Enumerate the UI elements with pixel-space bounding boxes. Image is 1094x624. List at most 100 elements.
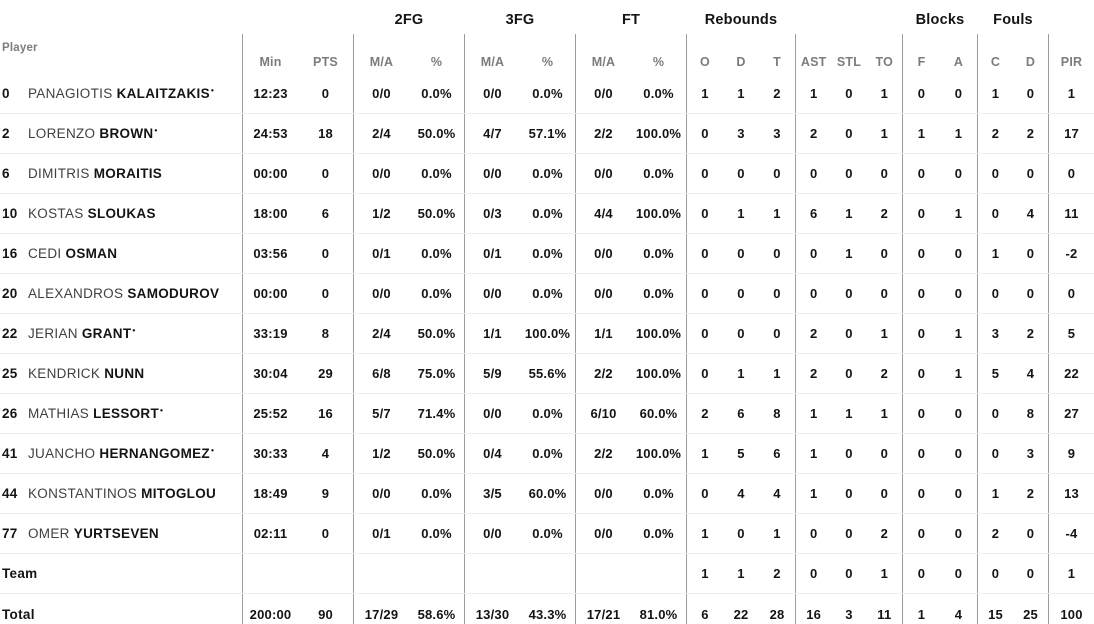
player-row: 44 KONSTANTINOS MITOGLOU 18:49 9 0/0 0.0… [0, 474, 1094, 514]
points-cell: 16 [318, 406, 333, 421]
tot-reb-cell: 2 [773, 566, 781, 581]
def-reb-cell: 1 [737, 366, 745, 381]
off-reb-cell: 0 [701, 286, 709, 301]
blocks-for-cell: 0 [917, 286, 926, 301]
fg2-pct-cell: 50.0% [417, 326, 456, 341]
group-spacer-pir [1048, 0, 1094, 34]
fg2-pct-cell: 50.0% [417, 206, 456, 221]
player-row: 20 ALEXANDROS SAMODUROV 00:00 0 0/0 0.0%… [0, 274, 1094, 314]
blocks-for-cell: 0 [917, 406, 926, 421]
fg2-ma-cell: 2/4 [372, 326, 391, 341]
ft-pct-cell: 0.0% [643, 86, 674, 101]
column-header-3fg-pct: % [541, 55, 554, 69]
column-header-min: Min [259, 55, 282, 69]
minutes-cell: 25:52 [253, 406, 288, 421]
fg2-pct-cell: 50.0% [417, 126, 456, 141]
player-row: 26 MATHIAS LESSORT• 25:52 16 5/7 71.4% 0… [0, 394, 1094, 434]
ft-pct-cell: 0.0% [643, 526, 674, 541]
blocks-for-cell: 0 [917, 486, 926, 501]
blocks-against-cell: 1 [954, 126, 963, 141]
fg3-pct-cell: 57.1% [528, 126, 567, 141]
points-cell: 0 [321, 246, 330, 261]
steals-cell: 1 [845, 246, 853, 261]
def-reb-cell: 0 [737, 246, 745, 261]
jersey-number: 22 [2, 326, 18, 341]
def-reb-cell: 0 [737, 166, 745, 181]
off-reb-cell: 2 [701, 406, 709, 421]
steals-cell: 1 [845, 206, 853, 221]
minutes-cell: 200:00 [249, 606, 292, 622]
ft-pct-cell: 0.0% [643, 166, 674, 181]
starter-mark: • [210, 445, 215, 455]
turnovers-cell: 1 [880, 326, 889, 341]
fg3-ma-cell: 1/1 [483, 326, 502, 341]
fg3-pct-cell: 0.0% [532, 286, 563, 301]
points-cell: 0 [321, 166, 330, 181]
jersey-number: 26 [2, 406, 18, 421]
off-reb-cell: 1 [701, 566, 709, 581]
fg2-pct-cell: 0.0% [421, 86, 452, 101]
pir-cell: 0 [1067, 286, 1076, 301]
fg2-pct-cell: 0.0% [421, 486, 452, 501]
turnovers-cell: 1 [880, 86, 889, 101]
tot-reb-cell: 6 [773, 446, 781, 461]
points-cell: 6 [321, 206, 330, 221]
def-reb-cell: 1 [737, 566, 745, 581]
turnovers-cell: 1 [880, 126, 889, 141]
blocks-for-cell: 0 [917, 566, 926, 581]
def-reb-cell: 1 [737, 206, 745, 221]
blocks-for-cell: 0 [917, 326, 926, 341]
blocks-against-cell: 0 [954, 246, 963, 261]
def-reb-cell: 0 [737, 326, 745, 341]
tot-reb-cell: 4 [773, 486, 781, 501]
fg3-pct-cell: 0.0% [532, 166, 563, 181]
fg3-ma-cell: 0/0 [483, 166, 502, 181]
group-header-blocks: Blocks [915, 12, 965, 28]
player-row: 22 JERIAN GRANT• 33:19 8 2/4 50.0% 1/1 1… [0, 314, 1094, 354]
column-header-reb-o: O [700, 55, 710, 69]
column-header-to: TO [875, 55, 894, 69]
player-name: KOSTAS SLOUKAS [28, 206, 156, 221]
fouls-drawn-cell: 4 [1026, 366, 1035, 381]
fouls-drawn-cell: 8 [1026, 406, 1035, 421]
off-reb-cell: 0 [701, 486, 709, 501]
points-cell: 29 [318, 366, 333, 381]
blocks-for-cell: 1 [917, 606, 926, 622]
fouls-committed-cell: 15 [988, 606, 1003, 622]
tot-reb-cell: 8 [773, 406, 781, 421]
fg3-pct-cell: 0.0% [532, 206, 563, 221]
jersey-number: 10 [2, 206, 18, 221]
turnovers-cell: 1 [880, 406, 889, 421]
fg2-pct-cell: 71.4% [417, 406, 456, 421]
ft-ma-cell: 0/0 [594, 286, 613, 301]
steals-cell: 0 [845, 286, 853, 301]
def-reb-cell: 0 [737, 526, 745, 541]
pir-cell: 9 [1067, 446, 1076, 461]
ft-ma-cell: 17/21 [586, 606, 621, 622]
def-reb-cell: 4 [737, 486, 745, 501]
ft-ma-cell: 0/0 [594, 246, 613, 261]
assists-cell: 1 [809, 406, 818, 421]
fg2-ma-cell: 0/1 [372, 526, 391, 541]
turnovers-cell: 2 [880, 206, 889, 221]
fg2-pct-cell: 0.0% [421, 526, 452, 541]
points-cell: 90 [318, 606, 333, 622]
assists-cell: 1 [809, 446, 818, 461]
fg2-pct-cell: 75.0% [417, 366, 456, 381]
fg3-ma-cell: 13/30 [475, 606, 510, 622]
steals-cell: 0 [845, 446, 853, 461]
off-reb-cell: 0 [701, 366, 709, 381]
column-header-3fg-ma: M/A [480, 55, 505, 69]
pir-cell: -2 [1065, 246, 1078, 261]
fouls-drawn-cell: 0 [1026, 246, 1035, 261]
tot-reb-cell: 1 [773, 206, 781, 221]
jersey-number: 77 [2, 526, 18, 541]
fouls-committed-cell: 5 [991, 366, 1000, 381]
player-name: Total [2, 606, 35, 622]
blocks-for-cell: 1 [917, 126, 926, 141]
player-name: JUANCHO HERNANGOMEZ• [28, 445, 215, 461]
fouls-committed-cell: 0 [991, 166, 1000, 181]
player-name: LORENZO BROWN• [28, 125, 158, 141]
column-header-pts: PTS [313, 55, 338, 69]
player-name: JERIAN GRANT• [28, 325, 136, 341]
